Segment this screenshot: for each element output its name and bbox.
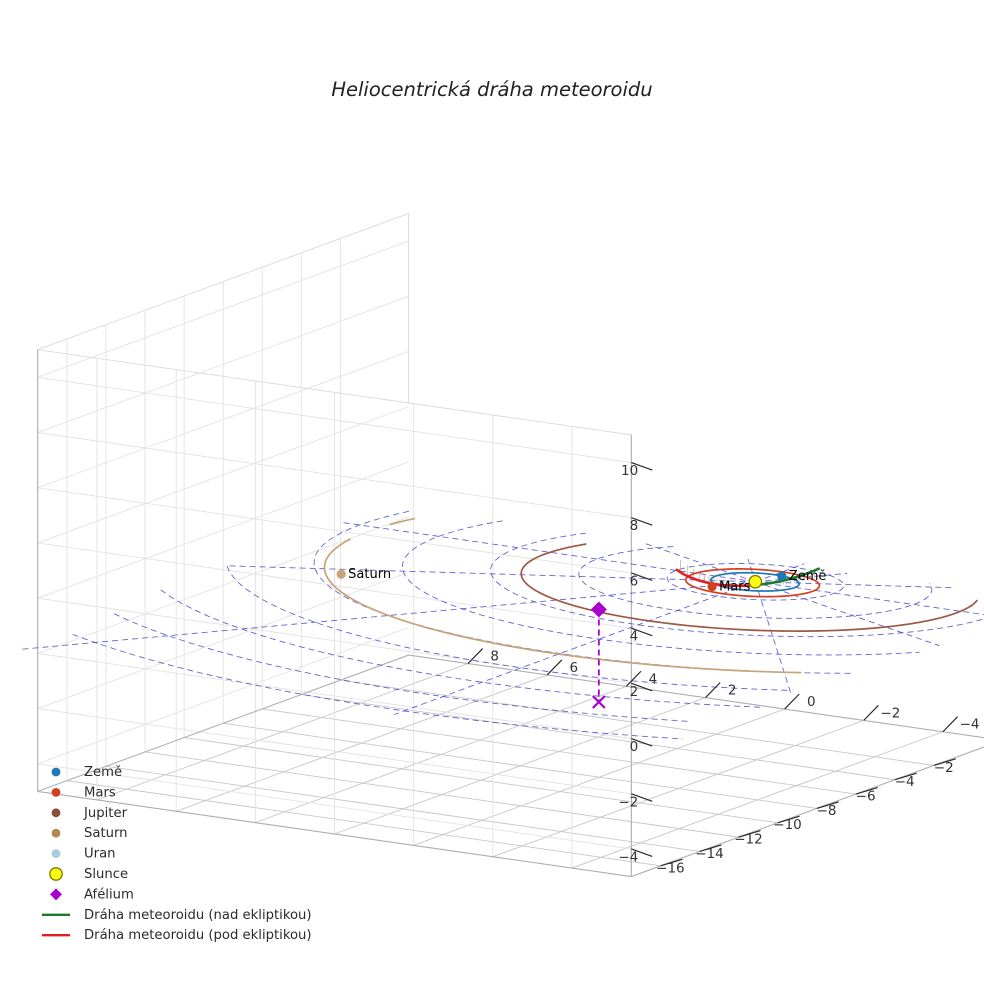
legend-entry[interactable]: Saturn xyxy=(51,826,128,841)
x-tickmark xyxy=(894,772,917,781)
z-tick-label: 6 xyxy=(630,573,639,589)
legend-circle-icon xyxy=(51,767,61,777)
x-tick-label: −14 xyxy=(695,846,724,862)
page-title: Heliocentrická dráha meteoroidu xyxy=(331,78,652,101)
legend-label: Dráha meteoroidu (pod ekliptikou) xyxy=(84,927,312,943)
aphelion-marker xyxy=(590,601,607,618)
z-tick-label: 10 xyxy=(621,463,638,479)
legend-label: Uran xyxy=(84,847,116,862)
legend-circle-icon xyxy=(51,788,61,797)
x-tickmark xyxy=(933,758,956,766)
planet-orbits xyxy=(323,517,978,674)
y-tickmark xyxy=(863,704,879,721)
y-tick-label: 0 xyxy=(807,694,816,710)
legend-entry[interactable]: Dráha meteoroidu (nad ekliptikou) xyxy=(42,907,312,923)
x-tick-label: −6 xyxy=(856,789,876,805)
y-tickmark xyxy=(705,682,721,699)
y-tick-label: 8 xyxy=(490,649,499,665)
y-tickmark xyxy=(467,648,484,665)
sun-marker xyxy=(748,574,763,589)
z-tick-label: 8 xyxy=(630,518,639,534)
legend-label: Země xyxy=(84,764,122,780)
legend-sun-icon xyxy=(49,867,63,881)
y-tickmark xyxy=(625,670,642,687)
y-tickmark xyxy=(546,659,563,676)
legend-circle-icon xyxy=(51,828,61,838)
x-tickmark xyxy=(660,858,683,867)
x-tick-label: −4 xyxy=(895,774,915,790)
body-annotations: Země Mars Saturn xyxy=(348,567,826,594)
planet-marker-země xyxy=(777,571,787,581)
y-tick-label: −2 xyxy=(880,705,900,721)
y-tick-label: −4 xyxy=(960,717,980,733)
x-tick-label: −12 xyxy=(734,832,763,848)
z-tickmark xyxy=(631,517,653,526)
legend-entry[interactable]: Země xyxy=(51,764,123,780)
z-tickmark xyxy=(631,627,653,637)
axes-panes xyxy=(37,212,984,878)
x-tickmark xyxy=(738,830,761,838)
x-tickmark xyxy=(777,815,800,824)
z-tick-label: 0 xyxy=(630,739,639,755)
y-tickmark xyxy=(942,716,958,733)
z-tickmark xyxy=(631,737,653,747)
body-label-země: Země xyxy=(789,569,827,584)
x-tick-label: −8 xyxy=(817,803,837,819)
planet-marker-mars xyxy=(707,581,717,592)
x-tick-label: −16 xyxy=(656,860,685,876)
z-tickmark xyxy=(631,461,653,471)
y-tickmark xyxy=(784,693,800,710)
z-tickmark xyxy=(631,682,653,692)
legend-entry[interactable]: Afélium xyxy=(50,886,134,902)
legend-label: Slunce xyxy=(84,867,128,882)
legend-entry[interactable]: Jupiter xyxy=(51,806,128,821)
z-tickmark xyxy=(631,572,653,581)
legend-label: Afélium xyxy=(84,886,134,902)
y-tick-label: 2 xyxy=(728,683,737,699)
legend-entry[interactable]: Dráha meteoroidu (pod ekliptikou) xyxy=(42,927,312,943)
z-tick-label: 4 xyxy=(630,629,639,645)
z-tick-label: 2 xyxy=(630,684,639,700)
legend-entry[interactable]: Mars xyxy=(51,785,116,800)
body-label-saturn: Saturn xyxy=(348,567,391,582)
body-label-mars: Mars xyxy=(719,580,751,595)
planet-marker-saturn xyxy=(336,569,346,579)
x-tick-label: −10 xyxy=(773,817,802,833)
body-markers xyxy=(336,569,787,709)
legend: Země Mars Jupiter Saturn Uran Slunce Afélium Dr… xyxy=(42,764,312,943)
legend-label: Dráha meteoroidu (nad ekliptikou) xyxy=(84,907,312,923)
z-tick-label: −4 xyxy=(618,849,638,865)
z-tickmark xyxy=(631,848,653,858)
x-tickmark xyxy=(699,844,722,853)
legend-label: Jupiter xyxy=(83,806,128,821)
legend-label: Mars xyxy=(84,785,116,800)
legend-label: Saturn xyxy=(84,826,128,841)
y-tick-label: 4 xyxy=(649,671,658,687)
y-tick-label: 6 xyxy=(570,660,579,676)
legend-entry[interactable]: Uran xyxy=(51,847,116,862)
legend-diamond-icon xyxy=(50,888,62,901)
z-tickmark xyxy=(631,793,653,802)
legend-circle-icon xyxy=(51,808,61,818)
legend-circle-icon xyxy=(51,849,61,858)
z-tick-label: −2 xyxy=(618,794,638,810)
legend-entry[interactable]: Slunce xyxy=(49,867,128,882)
x-tickmark xyxy=(816,801,839,809)
x-tick-label: −2 xyxy=(934,760,954,776)
aphelion-projection-marker xyxy=(592,695,606,709)
x-tickmark xyxy=(855,786,878,795)
